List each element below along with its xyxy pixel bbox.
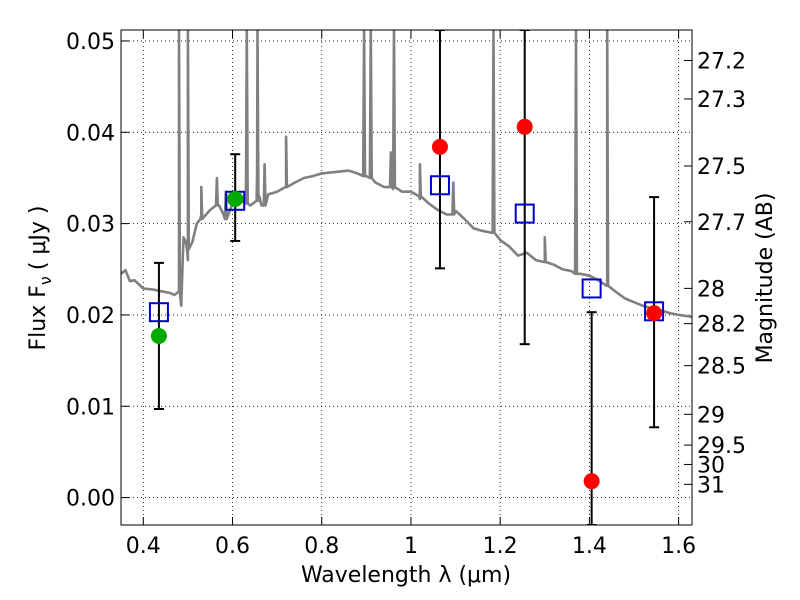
x-axis-label: Wavelength λ (μm) — [301, 563, 511, 588]
magnitude-tick-label: 27.7 — [697, 211, 746, 236]
y-tick-label: 0.05 — [66, 30, 115, 55]
y-tick-label: 0.01 — [66, 395, 115, 420]
plot-frame — [120, 29, 693, 526]
x-tick-label: 1.2 — [483, 534, 518, 559]
magnitude-tick-label: 28.2 — [697, 313, 746, 338]
y-tick-label: 0.00 — [66, 487, 115, 512]
plot-area-background — [121, 30, 692, 525]
circle-marker — [516, 118, 533, 135]
magnitude-tick-label: 27.3 — [697, 88, 746, 113]
x-tick-label: 1 — [404, 534, 418, 559]
magnitude-tick-label: 30 — [697, 453, 725, 478]
square-marker — [514, 203, 535, 224]
magnitude-tick-label: 28 — [697, 277, 725, 302]
y-tick-label: 0.04 — [66, 121, 115, 146]
x-tick-label: 1.4 — [572, 534, 607, 559]
square-marker — [148, 302, 169, 323]
square-marker — [581, 278, 602, 299]
circle-marker — [583, 473, 600, 490]
circle-marker — [646, 305, 663, 322]
magnitude-tick-label: 29 — [697, 403, 725, 428]
magnitude-tick-label: 29.5 — [697, 434, 746, 459]
marker-layer — [148, 118, 665, 490]
y-tick-label: 0.03 — [66, 213, 115, 238]
x-axis-ticks: 0.4 0.6 0.8 1 1.2 1.4 1.6 — [126, 30, 696, 559]
square-marker — [429, 175, 450, 196]
circle-marker — [431, 138, 448, 155]
magnitude-tick-label: 28.5 — [697, 355, 746, 380]
magnitude-tick-label: 27.5 — [697, 155, 746, 180]
y-axis-label-sub: ν — [36, 276, 55, 285]
model-sed-layer — [121, 30, 692, 319]
circle-marker — [227, 190, 244, 207]
y-axis-label-unit: ( μJy ) — [26, 206, 51, 271]
y-axis-label-main: Flux F — [26, 285, 51, 350]
x-tick-label: 0.4 — [126, 534, 161, 559]
x-tick-label: 0.8 — [304, 534, 339, 559]
x-tick-label: 1.6 — [661, 534, 696, 559]
magnitude-tick-label: 31 — [697, 473, 725, 498]
magnitude-tick-label: 27.2 — [697, 50, 746, 75]
y-axis-ticks: 0.00 0.01 0.02 0.03 0.04 0.05 — [66, 30, 129, 512]
x-tick-label: 0.6 — [215, 534, 250, 559]
magnitude-axis-label: Magnitude (AB) — [753, 193, 778, 364]
grid-lines — [121, 30, 692, 525]
y-axis-label: Flux Fν ( μJy ) — [26, 206, 55, 351]
model-sed-line — [121, 30, 692, 319]
circle-marker — [150, 327, 167, 344]
y-tick-label: 0.02 — [66, 304, 115, 329]
